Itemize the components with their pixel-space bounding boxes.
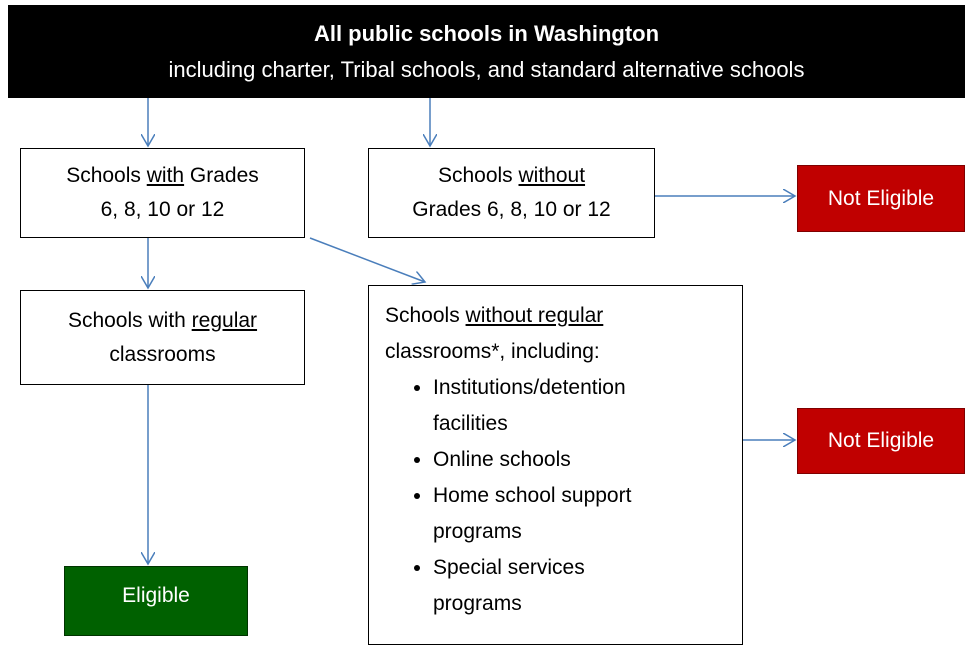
node-without-regular: Schools without regular classrooms*, inc… xyxy=(368,285,743,645)
node-line: 6, 8, 10 or 12 xyxy=(100,198,225,221)
text: Schools xyxy=(437,164,519,187)
eligible: Eligible xyxy=(64,566,248,636)
node-with-grades: Schools with Grades 6, 8, 10 or 12 xyxy=(20,148,305,238)
not-eligible: Not Eligible xyxy=(797,165,965,232)
page: All public schools in Washington includi… xyxy=(0,0,971,630)
bullet-list: Institutions/detention facilities Online… xyxy=(385,370,742,622)
bullet-item: Special services programs xyxy=(433,550,673,622)
text: Schools xyxy=(66,164,147,187)
node-line: Schools without xyxy=(369,159,654,193)
text: Schools xyxy=(385,304,466,327)
node-line: Schools with Grades xyxy=(21,159,304,193)
node-line: Schools without regular xyxy=(385,298,742,334)
arrow xyxy=(309,237,425,282)
node-line: classrooms*, including: xyxy=(385,340,600,363)
underlined-text: with xyxy=(146,164,185,187)
node-line: classrooms xyxy=(109,342,216,366)
title: All public schools in Washington xyxy=(313,20,660,46)
underlined-text: without regular xyxy=(465,304,604,327)
underlined-text: without xyxy=(518,164,586,187)
text: Eligible xyxy=(122,584,190,607)
text: Grades xyxy=(184,164,259,187)
bullet-item: Online schools xyxy=(433,442,673,478)
arrows xyxy=(0,88,971,630)
underlined-text: regular xyxy=(191,308,258,332)
header-box: All public schools in Washington includi… xyxy=(8,5,965,98)
bullet-item: Home school support programs xyxy=(433,478,673,550)
node-with-regular: Schools with regular classrooms xyxy=(20,290,305,385)
bullet-item: Institutions/detention facilities xyxy=(433,370,673,442)
text: Not Eligible xyxy=(827,186,935,210)
node-line: Grades 6, 8, 10 or 12 xyxy=(412,198,611,221)
text: Schools with xyxy=(67,308,192,332)
subtitle: including charter, Tribal schools, and s… xyxy=(168,56,805,82)
node-without-grades: Schools without Grades 6, 8, 10 or 12 xyxy=(368,148,655,238)
not-eligible: Not Eligible xyxy=(797,408,965,474)
node-line: Schools with regular xyxy=(21,304,304,338)
text: Not Eligible xyxy=(827,429,935,452)
